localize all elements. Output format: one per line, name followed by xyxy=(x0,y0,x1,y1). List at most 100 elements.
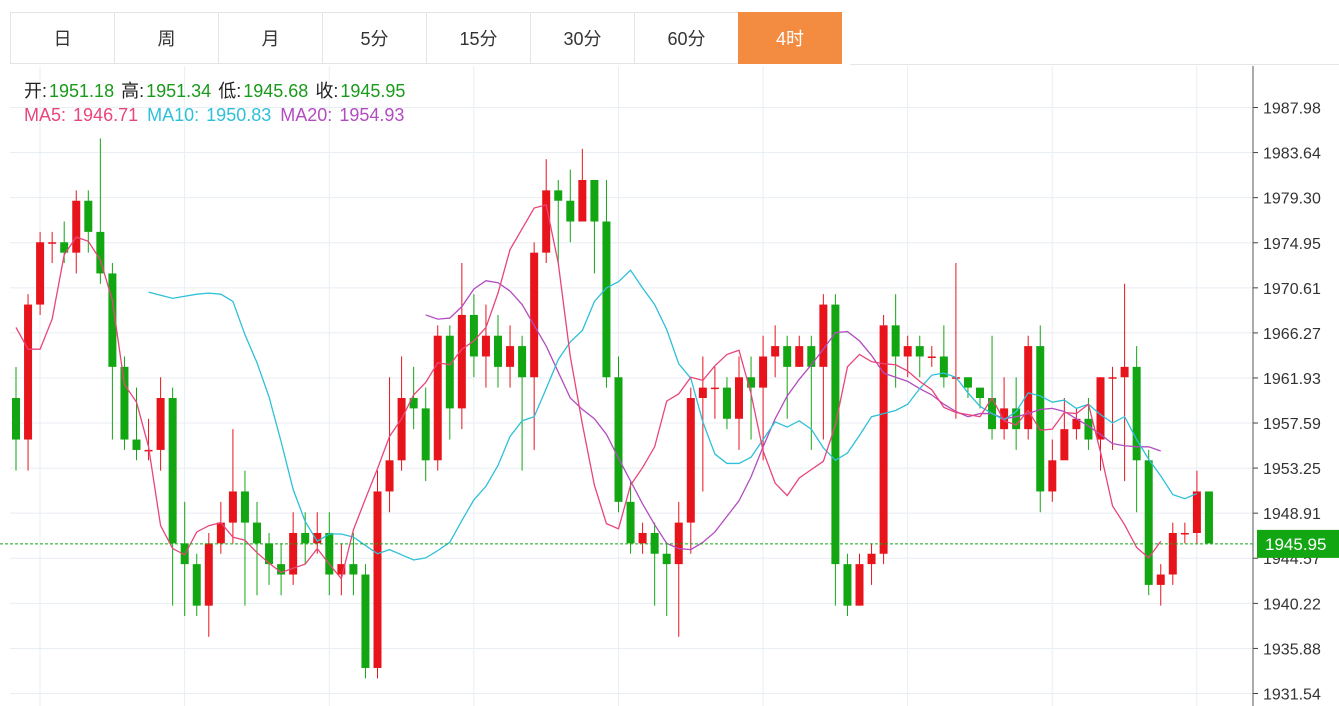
candle-body xyxy=(265,543,274,565)
candle-body xyxy=(915,346,924,357)
y-tick-label: 1961.93 xyxy=(1263,371,1321,388)
tab-day[interactable]: 日 xyxy=(10,12,114,64)
candle-body xyxy=(710,387,719,390)
candle-body xyxy=(156,398,165,450)
candle-body xyxy=(602,221,611,378)
candle-body xyxy=(650,532,659,554)
candle-body xyxy=(1180,532,1189,535)
y-tick-label: 1974.95 xyxy=(1263,236,1321,253)
y-tick-label: 1987.98 xyxy=(1263,101,1321,118)
candle-body xyxy=(337,564,346,575)
tab-4hour[interactable]: 4时 xyxy=(738,12,842,64)
ma-row: MA5: 1946.71 MA10: 1950.83 MA20: 1954.93 xyxy=(24,103,408,127)
candle-body xyxy=(349,564,358,575)
candle-body xyxy=(735,377,743,419)
y-tick-label: 1983.64 xyxy=(1263,146,1321,163)
close-value: 1945.95 xyxy=(340,81,406,101)
tab-month[interactable]: 月 xyxy=(218,12,322,64)
candle-body xyxy=(289,532,298,575)
current-price-badge xyxy=(1257,529,1339,558)
high-value: 1951.34 xyxy=(146,81,212,101)
candle-body xyxy=(819,304,828,367)
candle-body xyxy=(277,564,286,575)
candle-body xyxy=(253,522,261,544)
candle-body xyxy=(433,335,442,461)
tab-60min[interactable]: 60分 xyxy=(634,12,738,64)
candle-body xyxy=(36,242,45,305)
candlestick-chart[interactable]: 1987.98 1983.64 1979.30 1974.95 1970.61 1966.… xyxy=(0,66,1339,706)
candle-body xyxy=(1012,408,1021,430)
tab-30min[interactable]: 30分 xyxy=(530,12,634,64)
candle-body xyxy=(1156,574,1165,585)
candle-body xyxy=(240,491,249,523)
candle-body xyxy=(1132,366,1141,461)
candle-body xyxy=(1048,460,1057,492)
ohlc-row: 开: 1951.18 高: 1951.34 低: 1945.68 收: 1945.95 xyxy=(24,79,408,103)
y-tick-label: 1948.91 xyxy=(1263,506,1321,523)
candle-body xyxy=(963,377,972,388)
candle-body xyxy=(1060,429,1069,461)
candle-body xyxy=(831,304,840,565)
candle-body xyxy=(722,387,731,419)
candle-body xyxy=(903,346,912,357)
high-label: 高: xyxy=(121,81,145,101)
y-tick-label: 1966.27 xyxy=(1263,326,1321,343)
y-tick-label: 1931.54 xyxy=(1263,687,1321,704)
candle-body xyxy=(1192,491,1201,533)
candle-body xyxy=(698,387,707,399)
ma10-label: MA10: 1950.83 xyxy=(147,105,272,125)
ma5-label: MA5: 1946.71 xyxy=(24,105,139,125)
candle-body xyxy=(554,190,563,201)
candle-body xyxy=(1024,346,1033,430)
candle-body xyxy=(494,335,502,367)
candle-body xyxy=(506,346,515,367)
candle-body xyxy=(1084,418,1093,440)
candle-body xyxy=(578,179,587,222)
candle-body xyxy=(1036,346,1045,492)
y-tick-label: 1970.61 xyxy=(1263,281,1321,298)
candle-body xyxy=(1168,532,1177,575)
open-value: 1951.18 xyxy=(49,81,115,101)
candle-body xyxy=(891,325,900,357)
ma20-line xyxy=(425,279,1161,551)
candle-body xyxy=(24,304,33,440)
candle-body xyxy=(1072,418,1081,430)
candle-body xyxy=(96,231,105,274)
candle-body xyxy=(204,543,213,606)
candle-body xyxy=(807,346,816,367)
candle-body xyxy=(469,314,478,357)
candle-body xyxy=(48,242,57,244)
candle-body xyxy=(674,522,683,565)
candle-body xyxy=(385,460,394,492)
candle-body xyxy=(361,574,370,668)
y-tick-label: 1953.25 xyxy=(1263,461,1321,478)
candle-body xyxy=(759,356,768,388)
y-tick-label: 1935.88 xyxy=(1263,641,1321,658)
candle-body xyxy=(566,200,575,222)
candle-body xyxy=(60,242,69,253)
period-tabs: 日 周 月 5分 15分 30分 60分 4时 xyxy=(10,12,842,65)
candle-body xyxy=(72,200,81,253)
candle-body xyxy=(325,532,334,575)
open-label: 开: xyxy=(24,81,48,101)
info-panel: 开: 1951.18 高: 1951.34 低: 1945.68 收: 1945.95 … xyxy=(24,79,408,127)
candle-body xyxy=(445,335,454,409)
ma20-label: MA20: 1954.93 xyxy=(280,105,405,125)
candle-body xyxy=(373,491,382,668)
candle-body xyxy=(192,564,201,606)
y-tick-label: 1979.30 xyxy=(1263,191,1321,208)
close-label: 收: xyxy=(315,81,339,101)
candle-body xyxy=(795,346,804,367)
candle-body xyxy=(638,532,647,544)
ma10-line xyxy=(148,269,1198,561)
candle-body xyxy=(1144,460,1153,585)
ma10-value: 1950.83 xyxy=(206,105,272,125)
candle-body xyxy=(843,564,852,606)
candle-body xyxy=(867,553,876,565)
candle-body xyxy=(879,325,888,554)
tab-15min[interactable]: 15分 xyxy=(426,12,530,64)
tab-week[interactable]: 周 xyxy=(114,12,218,64)
ma5-line xyxy=(15,204,1162,581)
tab-5min[interactable]: 5分 xyxy=(322,12,426,64)
candle-body xyxy=(747,377,756,388)
